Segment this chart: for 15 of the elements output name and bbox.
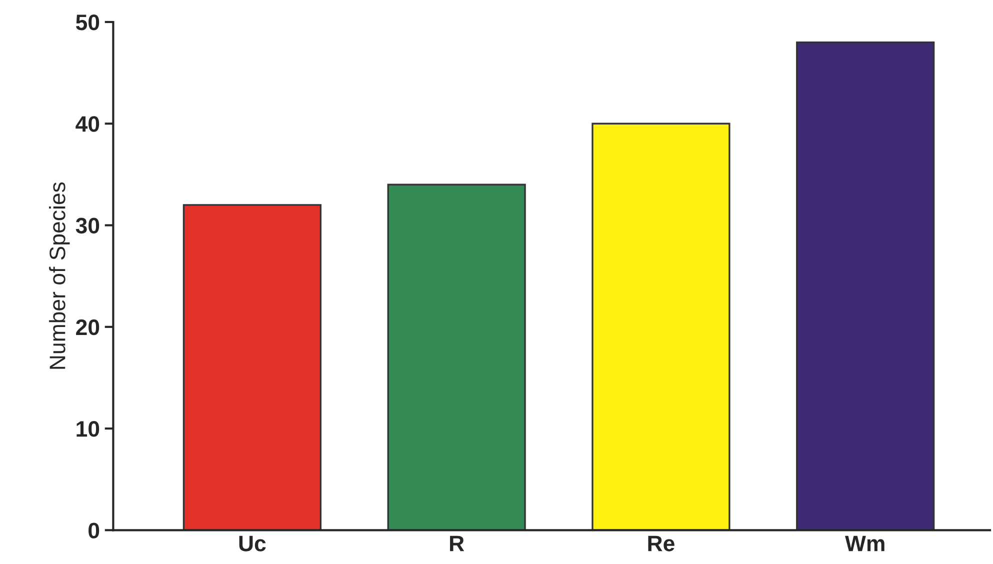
bar xyxy=(796,41,935,530)
y-axis-title: Number of Species xyxy=(49,182,70,369)
bar xyxy=(592,122,730,530)
bar xyxy=(387,184,526,530)
x-tick-label: R xyxy=(450,536,464,552)
y-tick-label: 50 xyxy=(76,14,100,30)
y-tick-label: 20 xyxy=(76,319,100,336)
x-tick-label: Re xyxy=(648,536,674,552)
y-tick-label: 30 xyxy=(76,218,100,234)
y-tick-label: 0 xyxy=(88,522,100,538)
y-tick-label: 10 xyxy=(76,421,100,437)
x-tick-label: Uc xyxy=(239,536,266,552)
y-tick-label: 40 xyxy=(76,116,100,132)
x-tick-label: Wm xyxy=(845,536,884,552)
bar xyxy=(182,204,322,530)
